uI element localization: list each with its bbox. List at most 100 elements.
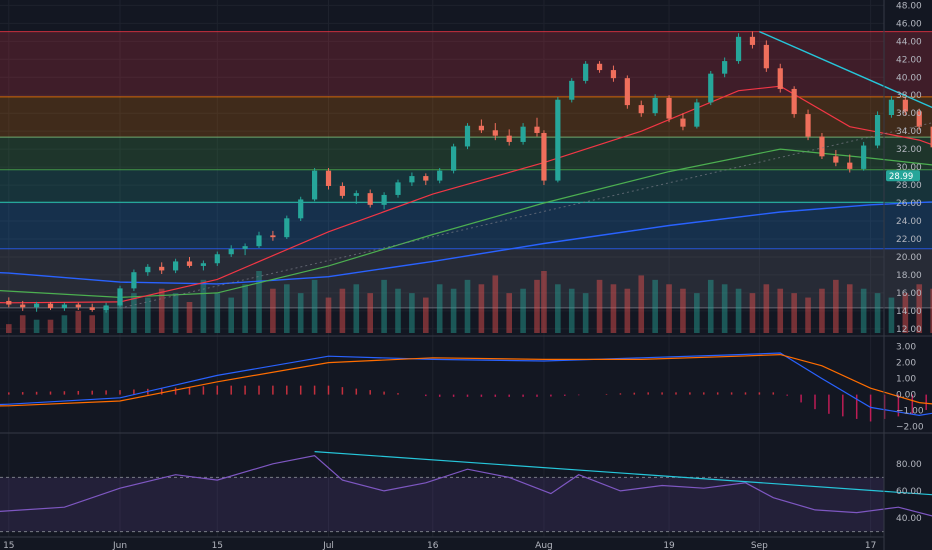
price-tick-label-0: 12.00 (896, 325, 922, 335)
candle-body-58 (680, 118, 686, 127)
volume-bar-71 (860, 288, 867, 333)
candle-body-26 (242, 246, 248, 249)
volume-bar-44 (492, 275, 499, 333)
candle-body-14 (75, 304, 81, 308)
candle-body-15 (89, 307, 95, 310)
candle-body-50 (569, 80, 575, 100)
price-tick-label-3: 18.00 (896, 271, 922, 281)
candle-body-36 (381, 194, 387, 205)
candle-body-29 (284, 218, 290, 238)
volume-bar-60 (707, 279, 714, 333)
current-price-badge (886, 170, 920, 182)
rsi-tick-label-1: 60.00 (896, 487, 922, 497)
time-axis-ticks: 15Jun15Jul16Aug19Sep17Oct15Nov15 (3, 541, 876, 550)
candle-body-68 (819, 136, 825, 157)
candle-body-54 (624, 78, 630, 106)
price-tick-label-18: 48.00 (896, 1, 922, 11)
price-tick-label-14: 40.00 (896, 73, 922, 83)
volume-bar-18 (131, 293, 137, 333)
time-tick-label-5: Aug (535, 541, 553, 550)
candle-body-55 (638, 105, 644, 114)
volume-bar-14 (75, 310, 82, 333)
volume-bar-23 (200, 279, 207, 333)
volume-bar-47 (534, 279, 540, 333)
candle-body-62 (735, 36, 742, 62)
candle-body-37 (395, 182, 401, 195)
volume-bar-11 (33, 319, 40, 333)
candle-body-66 (791, 88, 797, 115)
candle-body-72 (874, 114, 881, 146)
candle-body-47 (534, 126, 540, 133)
volume-bar-53 (610, 284, 617, 333)
candle-body-53 (610, 70, 617, 79)
candle-body-65 (777, 68, 783, 89)
candle-body-28 (270, 235, 276, 238)
rsi-tick-label-0: 80.00 (896, 460, 922, 470)
volume-bar-57 (666, 284, 672, 333)
price-tick-label-4: 20.00 (896, 253, 922, 263)
macd-tick-label-2: 1.00 (896, 375, 916, 385)
volume-bar-41 (450, 288, 457, 333)
volume-bar-55 (638, 275, 645, 333)
price-tick-label-6: 24.00 (896, 217, 922, 227)
volume-bar-20 (158, 288, 165, 333)
rsi-line (0, 455, 932, 517)
candle-body-22 (186, 261, 193, 266)
candle-body-44 (492, 130, 498, 136)
volume-bar-38 (409, 293, 415, 333)
time-tick-label-3: Jul (322, 541, 334, 550)
macd-line (0, 352, 932, 417)
candle-body-18 (131, 272, 137, 289)
volume-bar-45 (506, 293, 512, 333)
volume-bar-46 (520, 288, 526, 333)
volume-bar-34 (353, 284, 360, 333)
volume-bar-48 (541, 271, 547, 333)
candle-body-38 (409, 176, 415, 183)
volume-bar-33 (339, 288, 346, 333)
candle-body-13 (61, 304, 67, 309)
volume-bar-13 (61, 315, 68, 333)
candle-body-17 (117, 288, 123, 306)
price-tick-label-7: 26.00 (896, 199, 922, 209)
candle-body-67 (805, 114, 811, 137)
volume-bar-30 (297, 293, 304, 333)
fib-zone-5 (0, 248, 932, 308)
current-price-label: 28.99 (889, 172, 913, 182)
price-tick-label-16: 44.00 (896, 37, 922, 47)
volume-bar-72 (874, 293, 881, 333)
volume-bar-28 (270, 288, 276, 333)
price-tick-label-13: 38.00 (896, 91, 922, 101)
time-tick-label-2: 15 (212, 541, 223, 550)
fib-retracement-main[interactable] (0, 31, 932, 309)
volume-bar-43 (478, 284, 485, 333)
candle-body-33 (339, 185, 345, 196)
volume-bar-17 (117, 297, 123, 333)
macd-signal-line (0, 353, 932, 407)
volume-bar-49 (555, 284, 561, 333)
candle-body-52 (596, 63, 603, 71)
volume-bar-15 (89, 315, 95, 333)
candle-body-27 (256, 235, 262, 247)
candle-body-19 (145, 266, 151, 273)
price-tick-label-11: 34.00 (896, 127, 922, 137)
candle-body-57 (666, 97, 672, 119)
volume-bar-12 (47, 319, 54, 333)
price-tick-label-9: 30.00 (896, 163, 922, 173)
volume-bar-42 (464, 279, 471, 333)
volume-bar-76 (930, 288, 932, 333)
volume-bar-54 (624, 288, 631, 333)
volume-bar-37 (395, 288, 401, 333)
volume-bar-61 (721, 284, 728, 333)
candle-body-35 (367, 193, 373, 205)
candle-body-32 (325, 170, 332, 186)
candle-body-40 (437, 170, 443, 181)
trend-lines[interactable] (119, 30, 932, 309)
volume-bar-21 (172, 293, 179, 333)
macd-tick-label-3: 0.00 (896, 391, 916, 401)
volume-bar-9 (6, 324, 12, 333)
candle-body-64 (763, 44, 769, 69)
candle-body-10 (20, 304, 26, 308)
time-tick-label-7: Sep (751, 541, 768, 550)
